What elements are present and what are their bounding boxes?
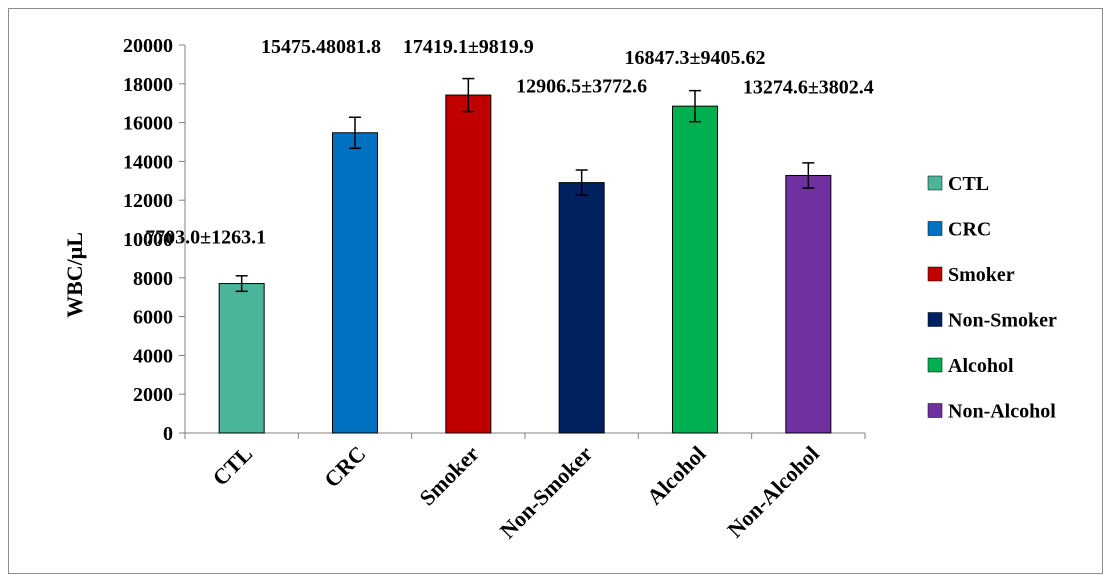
x-tick-label: Non-Alcohol	[722, 441, 824, 543]
data-label: 13274.6±3802.4	[743, 76, 874, 98]
legend-swatch	[927, 312, 943, 327]
legend-label: Smoker	[948, 264, 1015, 286]
bar-crc	[332, 132, 378, 434]
data-label: 7703.0±1263.1	[145, 227, 266, 249]
y-tick-label: 18000	[123, 74, 173, 96]
legend-swatch	[927, 175, 943, 191]
x-tick-label: Alcohol	[642, 441, 711, 510]
legend-label: Non-Alcohol	[948, 401, 1056, 423]
legend-label: Alcohol	[948, 355, 1014, 377]
y-axis-label: WBC/μL	[62, 232, 87, 318]
chart-frame	[8, 8, 1103, 574]
y-tick-label: 20000	[123, 35, 173, 57]
bar-alcohol	[672, 105, 718, 434]
x-tick-label: Non-Smoker	[495, 441, 598, 544]
bar-non-smoker	[558, 182, 605, 434]
bar-smoker	[445, 94, 492, 434]
y-tick-label: 4000	[133, 345, 173, 367]
y-tick-label: 8000	[133, 268, 173, 290]
legend-label: CTL	[948, 173, 989, 195]
y-tick-label: 12000	[123, 190, 173, 212]
y-tick-label: 16000	[123, 113, 173, 135]
y-tick-label: 2000	[133, 384, 173, 406]
y-tick-label: 0	[163, 423, 173, 445]
data-label: 12906.5±3772.6	[516, 76, 647, 98]
y-tick-label: 10000	[123, 229, 173, 251]
legend-swatch	[927, 403, 943, 418]
y-tick-label: 14000	[123, 151, 173, 173]
legend-label: CRC	[948, 219, 991, 241]
plot-area: 0 2000 4000 6000 8000 10000 12000 14000 16000 180…	[123, 35, 1057, 543]
data-label: 16847.3±9405.62	[625, 47, 766, 69]
x-tick-label: CRC	[319, 441, 370, 492]
legend-swatch	[927, 357, 943, 373]
x-tick-label: Smoker	[414, 441, 484, 511]
legend-label: Non-Smoker	[948, 310, 1057, 332]
bar-non-alcohol	[785, 174, 832, 434]
bar-ctl	[218, 283, 265, 434]
data-label: 15475.48081.8	[261, 36, 381, 58]
legend-swatch	[927, 266, 943, 282]
data-label: 17419.1±9819.9	[403, 36, 534, 58]
y-tick-label: 6000	[133, 307, 173, 329]
legend-swatch	[927, 221, 943, 236]
x-tick-label: CTL	[208, 441, 258, 491]
